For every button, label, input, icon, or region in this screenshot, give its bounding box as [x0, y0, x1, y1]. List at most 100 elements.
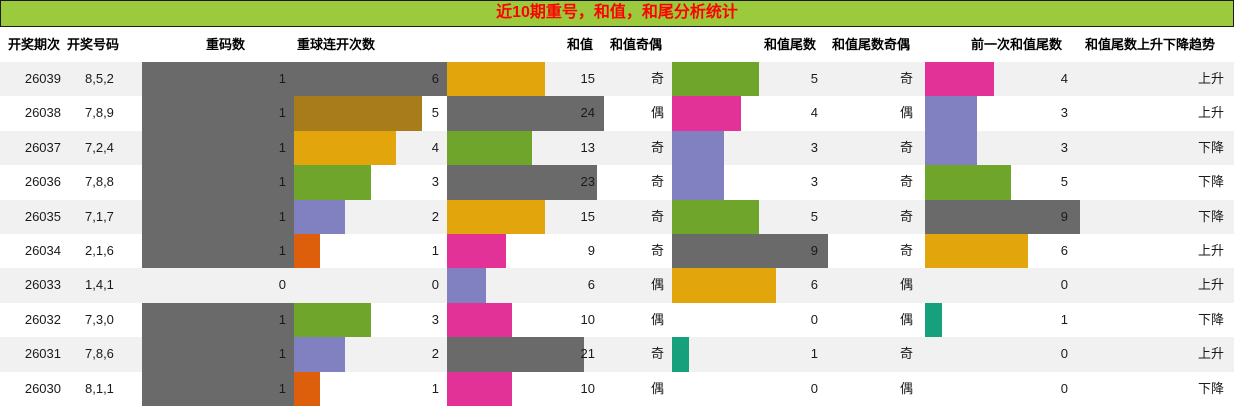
cell-trend: 上升 — [1197, 346, 1224, 362]
bar-prev_tail — [925, 302, 943, 338]
cell-prev_tail: 0 — [1060, 380, 1068, 396]
bar-dup — [142, 199, 294, 234]
cell-dup: 1 — [278, 380, 286, 396]
cell-dup: 0 — [278, 277, 286, 293]
cell-sum_parity: 偶 — [650, 105, 664, 121]
cell-streak: 4 — [431, 139, 439, 155]
cell-dup: 1 — [278, 71, 286, 86]
cell-numbers: 7,8,6 — [85, 346, 114, 362]
bar-prev_tail — [925, 165, 1012, 200]
cell-trend: 下降 — [1197, 208, 1224, 224]
cell-sum: 15 — [580, 71, 595, 86]
cell-period: 26033 — [24, 277, 61, 293]
bar-streak — [294, 165, 371, 200]
cell-period: 26039 — [24, 71, 61, 86]
cell-prev_tail: 0 — [1060, 277, 1068, 293]
table-row: 26038 7,8,9 1 5 24 偶 4 偶 3 上升 — [0, 96, 1234, 131]
bar-sum — [447, 302, 513, 338]
cell-sum: 6 — [587, 277, 595, 293]
table-row: 26037 7,2,4 1 4 13 奇 3 奇 3 下降 — [0, 130, 1234, 166]
bar-prev_tail — [925, 62, 994, 97]
bar-streak — [294, 234, 320, 269]
table-title-bar: 近10期重号，和值，和尾分析统计 — [0, 0, 1234, 27]
header-streak: 重球连开次数 — [297, 37, 376, 52]
cell-prev_tail: 3 — [1060, 105, 1068, 121]
cell-sum: 24 — [580, 105, 595, 121]
bar-tail — [672, 96, 742, 131]
bar-tail — [672, 62, 759, 97]
bar-streak — [294, 96, 422, 131]
cell-dup: 1 — [278, 243, 286, 258]
cell-tail: 6 — [810, 277, 818, 293]
cell-numbers: 7,1,7 — [85, 208, 114, 224]
cell-sum_parity: 奇 — [650, 243, 664, 258]
bar-prev_tail — [925, 96, 977, 131]
cell-tail: 0 — [810, 311, 818, 327]
bar-dup — [142, 234, 294, 269]
bar-streak — [294, 337, 345, 372]
bar-dup — [142, 371, 294, 406]
cell-dup: 1 — [278, 311, 286, 327]
bar-prev_tail — [925, 130, 977, 166]
header-numbers: 开奖号码 — [67, 37, 120, 52]
bar-tail — [672, 268, 776, 303]
header-tail: 和值尾数 — [764, 37, 817, 52]
table-row: 26035 7,1,7 1 2 15 奇 5 奇 9 下降 — [0, 199, 1234, 234]
cell-tail_parity: 偶 — [899, 380, 913, 396]
cell-period: 26030 — [24, 380, 61, 396]
header-trend: 和值尾数上升下降趋势 — [1085, 37, 1216, 52]
cell-sum: 15 — [580, 208, 595, 224]
header-tail-parity: 和值尾数奇偶 — [832, 37, 911, 52]
bar-sum — [447, 96, 604, 131]
cell-period: 26035 — [24, 208, 61, 224]
cell-tail_parity: 奇 — [899, 139, 913, 155]
cell-sum_parity: 偶 — [650, 380, 664, 396]
cell-prev_tail: 9 — [1060, 208, 1068, 224]
bar-prev_tail — [925, 234, 1029, 269]
cell-period: 26034 — [24, 243, 61, 258]
cell-tail_parity: 偶 — [899, 105, 913, 121]
cell-tail_parity: 奇 — [899, 243, 913, 258]
bar-dup — [142, 165, 294, 200]
header-period: 开奖期次 — [8, 37, 61, 52]
bar-sum — [447, 234, 506, 269]
bar-sum — [447, 62, 546, 97]
cell-dup: 1 — [278, 174, 286, 190]
cell-numbers: 1,4,1 — [85, 277, 114, 293]
table-row: 26034 2,1,6 1 1 9 奇 9 奇 6 上升 — [0, 234, 1234, 269]
cell-trend: 上升 — [1197, 243, 1224, 258]
cell-numbers: 7,8,9 — [85, 105, 114, 121]
cell-period: 26032 — [24, 311, 61, 327]
cell-sum: 10 — [580, 311, 595, 327]
cell-prev_tail: 4 — [1060, 71, 1068, 86]
cell-tail: 5 — [810, 208, 818, 224]
cell-numbers: 2,1,6 — [85, 243, 114, 258]
cell-streak: 2 — [431, 208, 439, 224]
cell-tail: 0 — [810, 380, 818, 396]
cell-sum_parity: 奇 — [650, 346, 664, 362]
bar-sum — [447, 371, 513, 406]
table-row: 26039 8,5,2 1 6 15 奇 5 奇 4 上升 — [0, 62, 1234, 97]
cell-tail_parity: 偶 — [899, 277, 913, 293]
header-sum-parity: 和值奇偶 — [610, 37, 663, 52]
bar-dup — [142, 96, 294, 131]
cell-numbers: 8,1,1 — [85, 380, 114, 396]
cell-trend: 下降 — [1197, 139, 1224, 155]
cell-numbers: 7,8,8 — [85, 174, 114, 190]
cell-streak: 5 — [431, 105, 439, 121]
cell-tail_parity: 奇 — [899, 346, 913, 362]
bar-dup — [142, 302, 294, 338]
cell-prev_tail: 1 — [1060, 311, 1068, 327]
table-title: 近10期重号，和值，和尾分析统计 — [496, 4, 738, 21]
bar-tail — [672, 130, 724, 166]
table-row: 26033 1,4,1 0 0 6 偶 6 偶 0 上升 — [0, 268, 1234, 303]
cell-tail_parity: 奇 — [899, 208, 913, 224]
cell-trend: 上升 — [1197, 105, 1224, 121]
cell-sum: 10 — [580, 380, 595, 396]
cell-tail_parity: 偶 — [899, 311, 913, 327]
cell-trend: 上升 — [1197, 277, 1224, 293]
cell-dup: 1 — [278, 208, 286, 224]
cell-tail: 5 — [810, 71, 818, 86]
cell-trend: 下降 — [1197, 380, 1224, 396]
cell-prev_tail: 3 — [1060, 139, 1068, 155]
